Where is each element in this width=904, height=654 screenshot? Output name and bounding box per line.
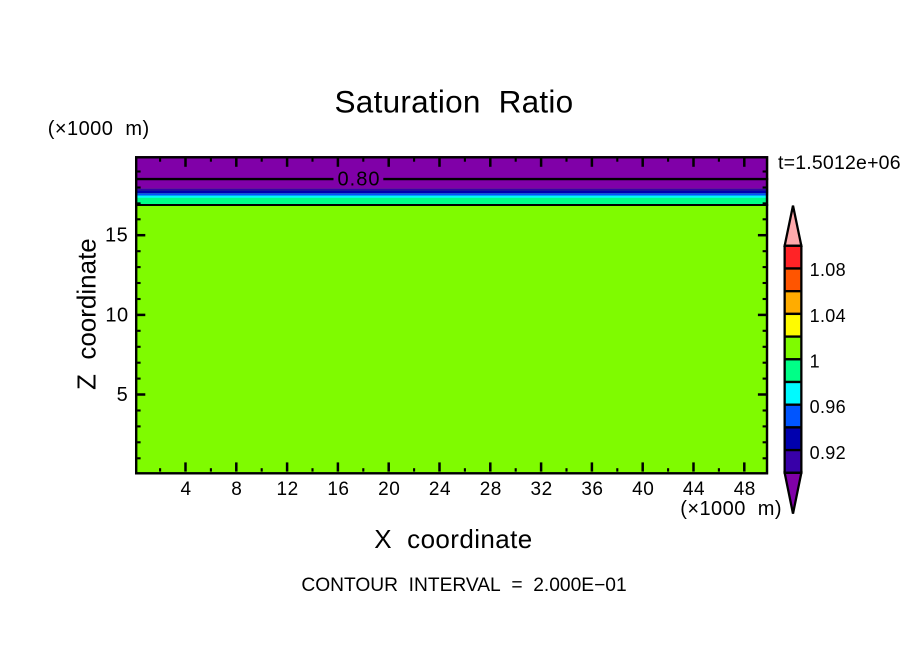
svg-text:1: 1 [810, 352, 820, 372]
svg-text:48: 48 [734, 479, 756, 500]
svg-text:36: 36 [581, 479, 603, 500]
svg-text:Z coordinate: Z coordinate [71, 238, 101, 390]
svg-text:0.96: 0.96 [810, 397, 846, 417]
svg-text:0.92: 0.92 [810, 443, 846, 463]
svg-text:(×1000 m): (×1000 m) [680, 498, 782, 520]
svg-text:10: 10 [105, 304, 128, 326]
svg-text:0.80: 0.80 [338, 169, 381, 191]
svg-text:Saturation Ratio: Saturation Ratio [335, 83, 574, 119]
svg-text:40: 40 [632, 479, 654, 500]
svg-text:20: 20 [378, 479, 400, 500]
svg-text:12: 12 [277, 479, 299, 500]
svg-text:32: 32 [531, 479, 553, 500]
svg-text:(×1000 m): (×1000 m) [48, 118, 150, 140]
svg-text:44: 44 [683, 479, 705, 500]
svg-text:1.04: 1.04 [810, 306, 846, 326]
svg-text:t=1.5012e+06: t=1.5012e+06 [778, 152, 901, 174]
svg-text:4: 4 [180, 479, 191, 500]
svg-text:15: 15 [105, 225, 128, 247]
svg-text:24: 24 [429, 479, 451, 500]
svg-text:CONTOUR INTERVAL = 2.000E−0: CONTOUR INTERVAL = 2.000E−01 [301, 575, 626, 596]
svg-text:8: 8 [231, 479, 242, 500]
svg-text:16: 16 [327, 479, 349, 500]
svg-text:28: 28 [480, 479, 502, 500]
svg-text:X coordinate: X coordinate [374, 524, 532, 554]
svg-text:1.08: 1.08 [810, 260, 846, 280]
svg-text:5: 5 [117, 384, 129, 406]
